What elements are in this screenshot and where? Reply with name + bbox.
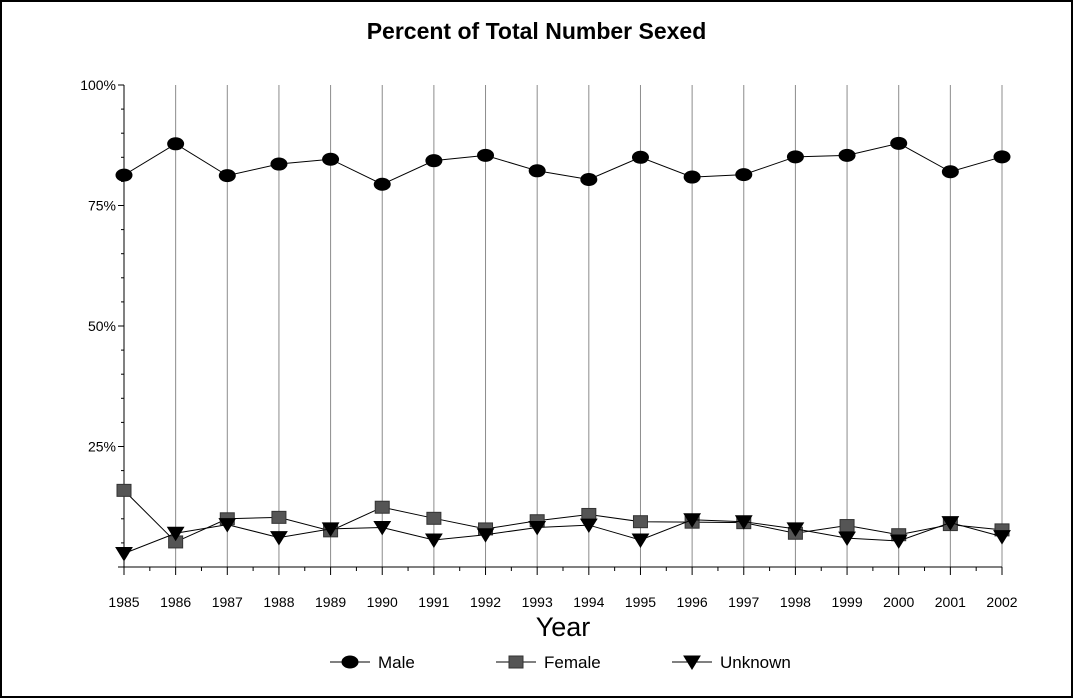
point-female-1988 <box>271 510 287 524</box>
point-female-1985 <box>116 483 132 497</box>
point-unknown-1995 <box>631 533 650 548</box>
point-male-2001 <box>941 165 959 179</box>
x-tick-label: 1998 <box>780 594 811 610</box>
chart-title: Percent of Total Number Sexed <box>366 18 707 44</box>
x-tick-label: 2002 <box>986 594 1017 610</box>
series-female <box>116 483 1010 549</box>
legend-marker-male <box>341 655 359 669</box>
point-unknown-1998 <box>786 522 805 537</box>
point-unknown-1991 <box>424 533 443 548</box>
legend-label: Female <box>544 653 601 672</box>
point-male-1989 <box>322 152 340 166</box>
y-tick-label: 25% <box>88 439 116 455</box>
legend: Male Female Unknown <box>330 653 791 672</box>
point-female-1999 <box>839 519 855 533</box>
y-tick-label: 75% <box>88 198 116 214</box>
point-male-1986 <box>167 137 185 151</box>
point-male-1987 <box>218 169 236 183</box>
series-male <box>115 136 1011 191</box>
x-tick-label: 1994 <box>573 594 604 610</box>
point-unknown-1992 <box>476 528 495 543</box>
point-unknown-1986 <box>166 526 185 542</box>
point-unknown-1985 <box>115 547 133 562</box>
x-tick-label: 1987 <box>212 594 243 610</box>
x-axis-label: Year <box>536 612 591 642</box>
point-male-2000 <box>890 136 908 150</box>
point-unknown-1987 <box>218 518 237 533</box>
gridlines <box>175 85 1003 567</box>
point-unknown-1997 <box>734 515 753 530</box>
point-male-1991 <box>425 154 443 168</box>
legend-item-female: Female <box>496 653 601 672</box>
x-tick-label: 1999 <box>831 594 862 610</box>
y-tick-label: 100% <box>80 77 116 93</box>
x-tick-label: 2000 <box>883 594 914 610</box>
x-tick-label: 1985 <box>108 594 139 610</box>
point-male-2002 <box>993 150 1011 164</box>
x-tick-label: 1997 <box>728 594 759 610</box>
point-male-1997 <box>735 168 753 182</box>
series-line-male <box>123 142 1003 185</box>
legend-label: Unknown <box>720 653 791 672</box>
x-tick-label: 2001 <box>935 594 966 610</box>
x-tick-label: 1990 <box>367 594 398 610</box>
point-female-1990 <box>374 500 390 514</box>
legend-marker-female <box>508 655 524 669</box>
point-male-1996 <box>683 170 701 184</box>
point-unknown-2002 <box>993 530 1011 545</box>
axes <box>118 84 1003 575</box>
point-male-1999 <box>838 148 856 162</box>
point-female-1995 <box>632 515 648 529</box>
series-line-unknown <box>123 519 1003 554</box>
point-male-1998 <box>786 150 804 164</box>
x-tick-label: 1996 <box>677 594 708 610</box>
point-male-1993 <box>528 164 546 178</box>
point-unknown-2001 <box>941 516 960 531</box>
x-tick-label: 1986 <box>160 594 191 610</box>
point-unknown-1989 <box>321 522 340 537</box>
legend-marker-unknown <box>683 655 701 670</box>
legend-label: Male <box>378 653 415 672</box>
x-tick-label: 1995 <box>625 594 656 610</box>
series-unknown <box>115 513 1011 562</box>
point-unknown-2000 <box>889 534 908 549</box>
point-female-1991 <box>426 511 442 525</box>
y-tick-labels: 25% 50% 75% 100% <box>80 77 116 455</box>
legend-item-male: Male <box>330 653 415 672</box>
point-unknown-1988 <box>270 531 288 546</box>
point-male-1992 <box>477 148 495 162</box>
series-line-female <box>123 490 1003 543</box>
x-tick-label: 1989 <box>315 594 346 610</box>
point-male-1985 <box>115 168 133 182</box>
point-male-1990 <box>373 177 391 191</box>
point-unknown-1994 <box>579 518 598 534</box>
series <box>115 136 1011 562</box>
point-unknown-1999 <box>838 531 856 547</box>
x-tick-label: 1993 <box>522 594 553 610</box>
point-male-1988 <box>270 157 288 171</box>
x-tick-label: 1991 <box>418 594 449 610</box>
x-tick-labels: 1985 1986 1987 1988 1989 1990 1991 1992 1993 1994… <box>108 594 1017 610</box>
x-tick-label: 1992 <box>470 594 501 610</box>
point-male-1994 <box>580 172 598 186</box>
point-unknown-1990 <box>373 520 392 536</box>
legend-item-unknown: Unknown <box>672 653 791 672</box>
y-tick-label: 50% <box>88 318 116 334</box>
point-unknown-1996 <box>683 513 702 528</box>
point-male-1995 <box>631 150 649 164</box>
point-unknown-1993 <box>528 520 547 536</box>
x-tick-label: 1988 <box>263 594 294 610</box>
